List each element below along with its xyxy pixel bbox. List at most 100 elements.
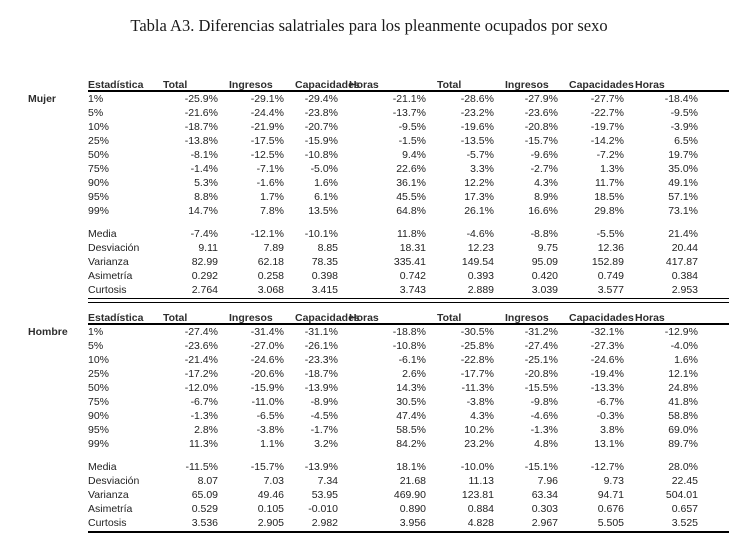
- table-cell: 12.36: [597, 242, 624, 254]
- table-cell: 8.85: [317, 242, 338, 254]
- table-cell: 1.7%: [260, 191, 284, 203]
- row-label: 99%: [88, 438, 110, 450]
- filler-cell: [702, 381, 729, 395]
- table-cell: -3.8%: [256, 424, 284, 436]
- row-cells: 50% -8.1% -12.5% -10.8% 9.4% -5.7% -9.6% -7.2% 1…: [88, 148, 729, 162]
- table-cell: 2.889: [467, 284, 494, 296]
- table-cell: 3.577: [597, 284, 624, 296]
- table-cell: 14.7%: [188, 205, 218, 217]
- table-cell: 12.2%: [464, 177, 494, 189]
- filler-cell: [702, 353, 729, 367]
- table-cell: -5.5%: [596, 228, 624, 240]
- filler-cell: [702, 176, 729, 190]
- column-header: Capacidades: [569, 312, 634, 324]
- table-cell: 3.068: [257, 284, 284, 296]
- table-cell: 0.529: [191, 503, 218, 515]
- table-cell: -27.3%: [590, 340, 624, 352]
- row-label: 50%: [88, 382, 110, 394]
- table-cell: 49.1%: [668, 177, 698, 189]
- filler-cell: [702, 148, 729, 162]
- table-cell: 4.3%: [470, 410, 494, 422]
- table-cell: -7.2%: [596, 149, 624, 161]
- table-row: Varianza 65.09 49.46 53.95 469.90 123.81 63.34…: [28, 488, 729, 502]
- table-cell: 78.35: [311, 256, 338, 268]
- row-label: 1%: [88, 93, 104, 105]
- table-row: 99% 14.7% 7.8% 13.5% 64.8% 26.1% 16.6% 29.8% 73.…: [28, 204, 729, 218]
- row-label: 99%: [88, 205, 110, 217]
- row-label: 90%: [88, 177, 110, 189]
- salary-differences-table: Estadística Total Ingresos Capacidades Horas…: [28, 78, 729, 533]
- table-cell: 3.415: [311, 284, 338, 296]
- table-cell: -3.9%: [670, 121, 698, 133]
- table-end-rule: [88, 531, 729, 533]
- table-cell: -27.9%: [524, 93, 558, 105]
- row-label: 95%: [88, 424, 110, 436]
- table-row: Curtosis 2.764 3.068 3.415 3.743 2.889 3.039 3.…: [28, 283, 729, 297]
- row-cells: 25% -13.8% -17.5% -15.9% -1.5% -13.5% -15.7% -1…: [88, 134, 729, 148]
- table-cell: 417.87: [665, 256, 698, 268]
- column-header: Total: [437, 312, 462, 324]
- table-cell: -15.9%: [250, 382, 284, 394]
- row-label: 75%: [88, 396, 110, 408]
- table-cell: 1.3%: [600, 163, 624, 175]
- table-cell: 58.8%: [668, 410, 698, 422]
- section-label: Hombre: [28, 326, 68, 338]
- filler-cell: [702, 367, 729, 381]
- table-cell: -0.3%: [596, 410, 624, 422]
- table-cell: -6.7%: [190, 396, 218, 408]
- table-cell: -31.4%: [250, 326, 284, 338]
- filler-cell: [702, 325, 729, 339]
- table-cell: -25.1%: [524, 354, 558, 366]
- table-cell: -24.6%: [250, 354, 284, 366]
- table-cell: -19.7%: [590, 121, 624, 133]
- column-header: Estadística: [88, 312, 144, 324]
- section-label: [28, 488, 88, 502]
- table-cell: 0.384: [671, 270, 698, 282]
- table-cell: -17.7%: [460, 368, 494, 380]
- table-row: Asimetría 0.529 0.105 -0.010 0.890 0.884 0.303…: [28, 502, 729, 516]
- table-row: 5% -23.6% -27.0% -26.1% -10.8% -25.8% -27.4% -2…: [28, 339, 729, 353]
- table-cell: 8.07: [197, 475, 218, 487]
- row-label: Curtosis: [88, 284, 127, 296]
- table-row: 95% 2.8% -3.8% -1.7% 58.5% 10.2% -1.3% 3.8% 69.0…: [28, 423, 729, 437]
- table-cell: -4.0%: [670, 340, 698, 352]
- table-cell: -23.3%: [304, 354, 338, 366]
- row-cells: 1% -27.4% -31.4% -31.1% -18.8% -30.5% -31.2% -3…: [88, 325, 729, 339]
- table-cell: -20.6%: [250, 368, 284, 380]
- table-cell: -9.6%: [530, 149, 558, 161]
- table-cell: 82.99: [191, 256, 218, 268]
- table-cell: -1.5%: [398, 135, 426, 147]
- column-header: Capacidades: [295, 79, 360, 91]
- table-cell: 7.03: [263, 475, 284, 487]
- table-cell: 11.7%: [595, 177, 624, 189]
- section-label: [28, 227, 88, 241]
- table-cell: 20.44: [671, 242, 698, 254]
- table-cell: -2.7%: [530, 163, 558, 175]
- section-label: [28, 353, 88, 367]
- row-cells: 5% -23.6% -27.0% -26.1% -10.8% -25.8% -27.4% -2…: [88, 339, 729, 353]
- table-cell: 152.89: [591, 256, 624, 268]
- section-label: [28, 190, 88, 204]
- row-label: Media: [88, 461, 117, 473]
- table-cell: 6.1%: [314, 191, 338, 203]
- table-cell: -12.1%: [250, 228, 284, 240]
- table-cell: 7.89: [263, 242, 284, 254]
- row-label: 75%: [88, 163, 110, 175]
- table-cell: 18.31: [399, 242, 426, 254]
- filler-cell: [702, 423, 729, 437]
- table-cell: 0.676: [597, 503, 624, 515]
- row-cells: 99% 14.7% 7.8% 13.5% 64.8% 26.1% 16.6% 29.8% 73.…: [88, 204, 729, 218]
- table-cell: 149.54: [461, 256, 494, 268]
- filler-cell: [702, 437, 729, 451]
- table-cell: -12.0%: [184, 382, 218, 394]
- table-row: Hombre 1% -27.4% -31.4% -31.1% -18.8% -30.5% -3…: [28, 325, 729, 339]
- row-gap: [28, 451, 729, 460]
- table-cell: -4.6%: [530, 410, 558, 422]
- row-label: Desviación: [88, 475, 140, 487]
- table-cell: 2.8%: [194, 424, 218, 436]
- row-cells: Varianza 82.99 62.18 78.35 335.41 149.54 95.09…: [88, 255, 729, 269]
- filler-cell: [702, 190, 729, 204]
- table-cell: -6.1%: [398, 354, 426, 366]
- table-row: Media -7.4% -12.1% -10.1% 11.8% -4.6% -8.8% -5.…: [28, 227, 729, 241]
- table-cell: 4.8%: [534, 438, 558, 450]
